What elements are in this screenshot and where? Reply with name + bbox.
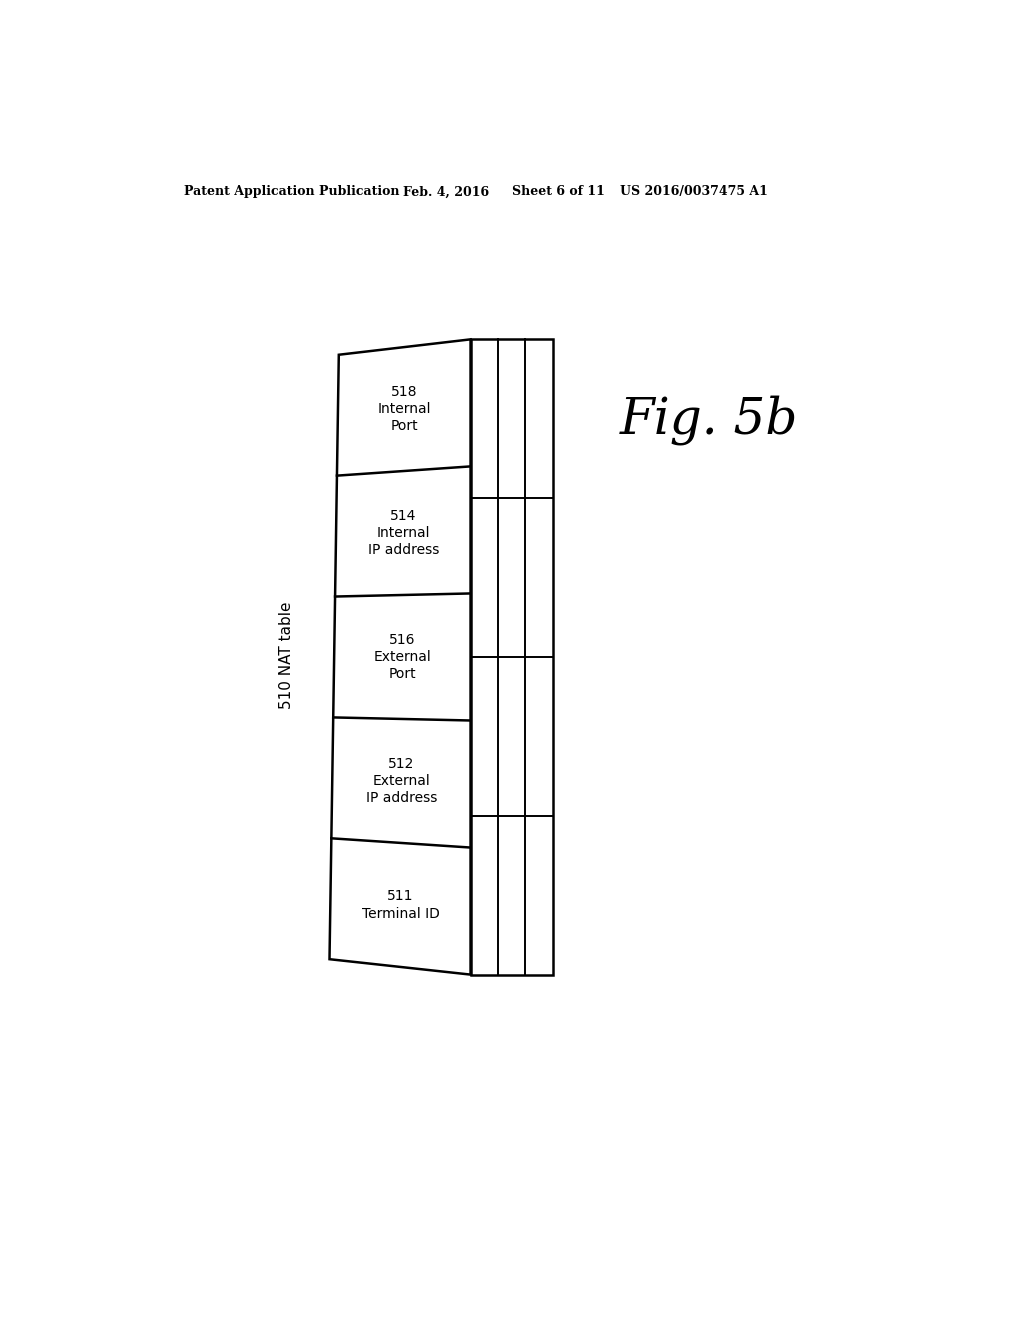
Text: Feb. 4, 2016: Feb. 4, 2016 (403, 185, 489, 198)
Text: Sheet 6 of 11: Sheet 6 of 11 (512, 185, 604, 198)
Polygon shape (471, 339, 553, 974)
Polygon shape (330, 339, 471, 974)
Text: US 2016/0037475 A1: US 2016/0037475 A1 (621, 185, 768, 198)
Text: 514
Internal
IP address: 514 Internal IP address (368, 508, 439, 557)
Text: 511
Terminal ID: 511 Terminal ID (361, 890, 439, 920)
Text: 518
Internal
Port: 518 Internal Port (378, 384, 431, 433)
Text: 512
External
IP address: 512 External IP address (366, 756, 437, 805)
Text: Patent Application Publication: Patent Application Publication (183, 185, 399, 198)
Text: 516
External
Port: 516 External Port (374, 632, 431, 681)
Text: 510 NAT table: 510 NAT table (280, 602, 294, 709)
Text: Fig. 5b: Fig. 5b (621, 395, 799, 445)
